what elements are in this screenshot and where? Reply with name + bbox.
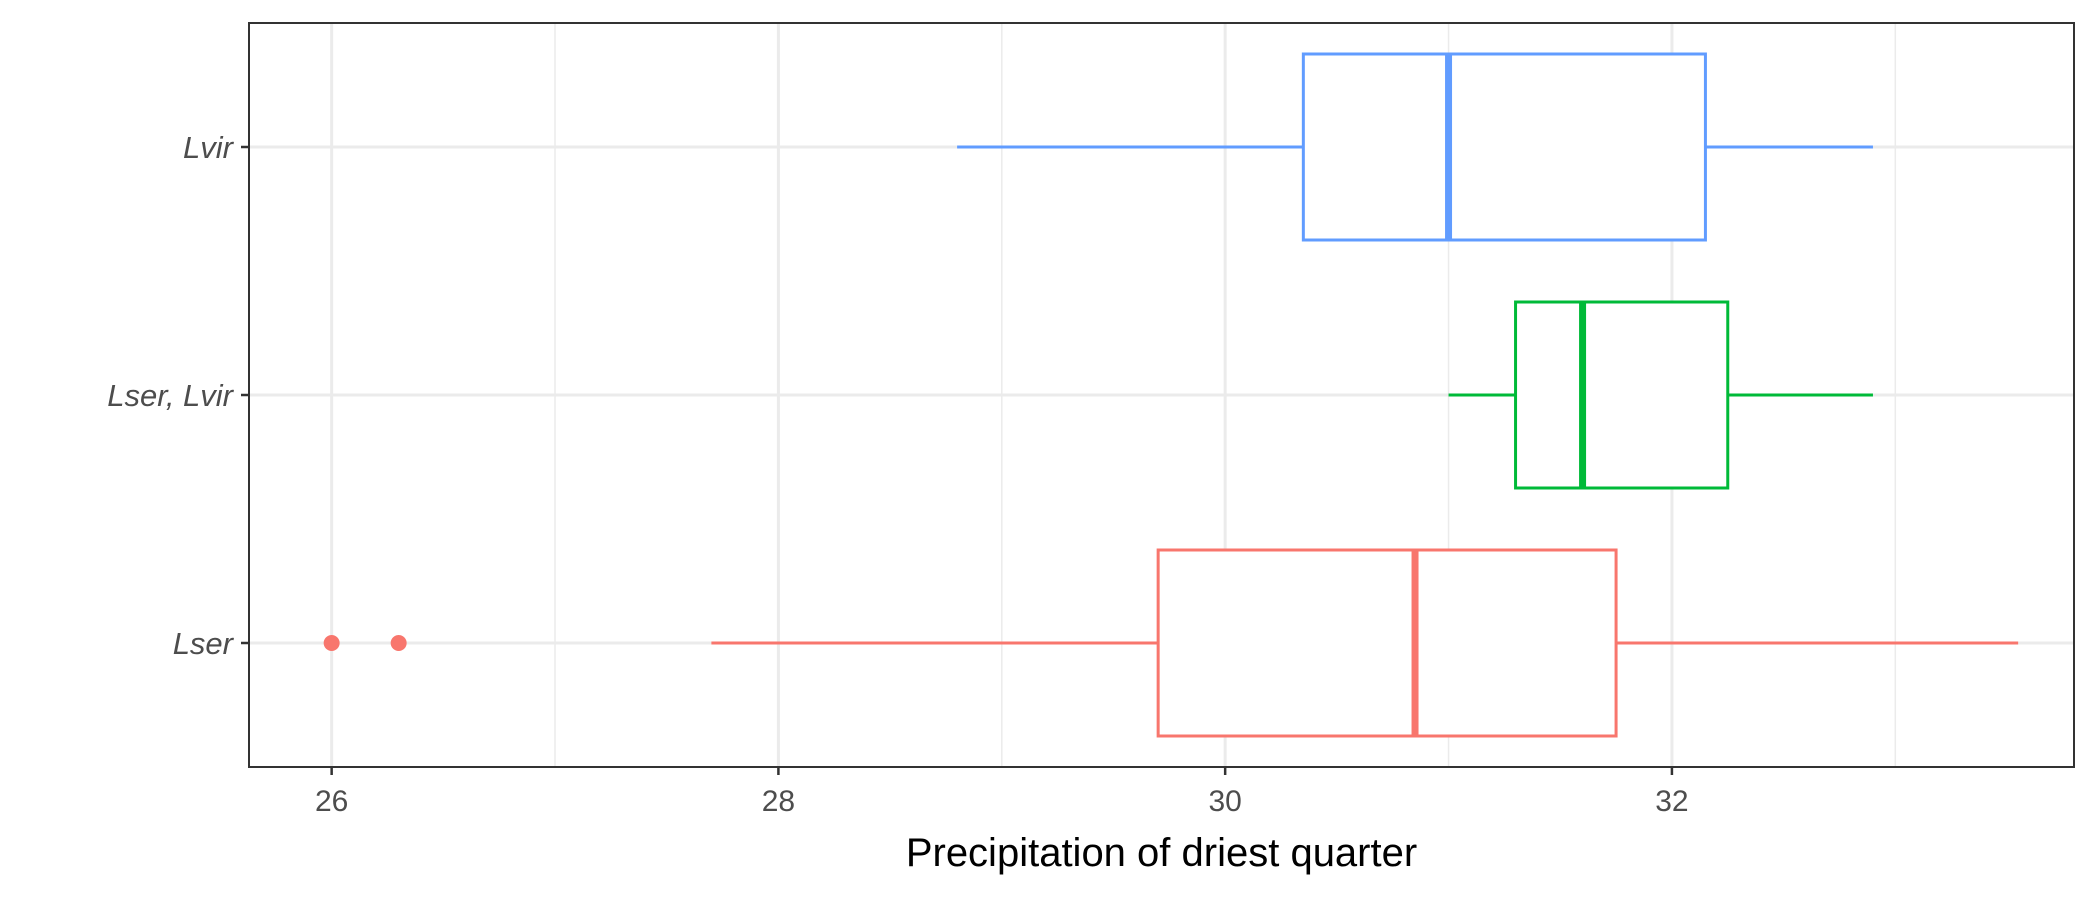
x-tick-label: 30 [1208,785,1241,818]
box [957,52,1873,242]
outlier-point [390,635,407,651]
box-iqr [1514,300,1730,490]
y-axis-ticks: Lser Lser, Lvir Lvir [107,130,249,661]
x-tick-label: 32 [1655,785,1688,818]
box [323,548,2019,738]
box-iqr [1156,548,1618,738]
outlier-point [323,635,340,651]
x-axis-ticks: 26 28 30 32 [315,767,1689,818]
box [1448,300,1873,490]
y-tick-label: Lser, Lvir [107,378,234,413]
x-tick-label: 28 [762,785,795,818]
x-tick-label: 26 [315,785,348,818]
x-axis-title: Precipitation of driest quarter [906,831,1417,875]
y-tick-label: Lser [173,626,235,661]
y-tick-label: Lvir [183,130,235,165]
box-iqr [1301,52,1707,242]
box-series [323,52,2019,738]
